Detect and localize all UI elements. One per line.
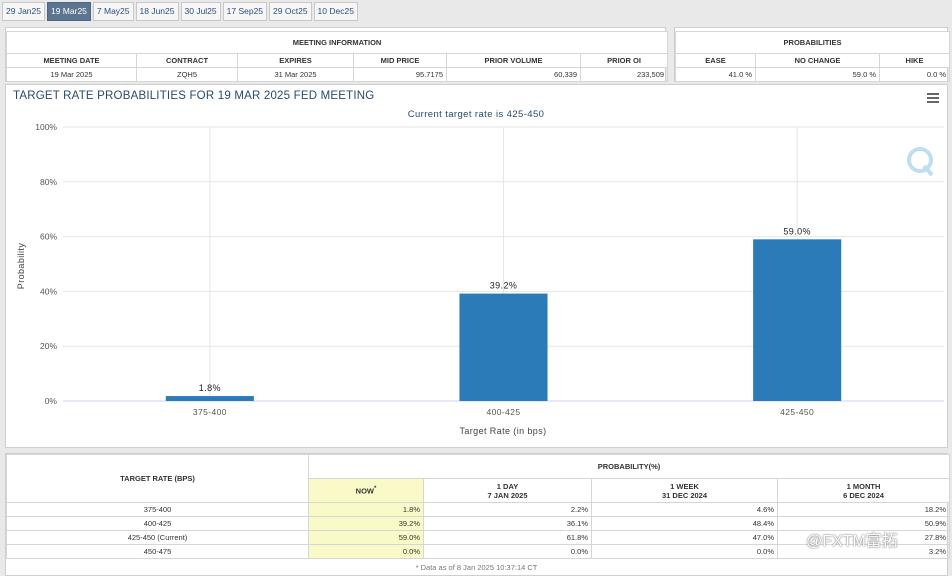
tab-19-mar25[interactable]: 19 Mar25 [46,2,91,21]
tab-29-jan25[interactable]: 29 Jan25 [2,2,45,21]
header-expires: EXPIRES [237,53,354,68]
rate-cell: 375-400 [6,502,309,517]
rate-cell: 450-475 [6,544,309,559]
header-prior-volume: PRIOR VOLUME [446,53,581,68]
week-cell: 4.6% [591,502,778,517]
y-axis-label: Probability [16,243,26,290]
tab-17-sep25[interactable]: 17 Sep25 [222,2,268,21]
week-cell: 0.0% [591,544,778,559]
x-tick-label: 375-400 [193,407,227,417]
day-cell: 0.0% [423,544,592,559]
table-row: 450-475 0.0% 0.0% 0.0% 3.2% [6,544,950,559]
y-tick-label: 80% [40,177,57,187]
data-timestamp-footnote: * Data as of 8 Jan 2025 10:37:14 CT [415,563,538,572]
no-change-value: 59.0 % [755,67,880,82]
y-tick-label: 40% [40,286,57,296]
table-row: 400-425 39.2% 36.1% 48.4% 50.9% [6,516,950,531]
now-cell: 59.0% [308,530,424,545]
y-tick-label: 0% [45,396,58,406]
header-ease: EASE [675,53,756,68]
rate-cell: 425-450 (Current) [6,530,309,545]
probability-table-panel: TARGET RATE (BPS) PROBABILITY(%) NOW* 1 … [5,453,950,576]
bar-425-450[interactable] [753,239,842,401]
x-tick-label: 400-425 [487,407,521,417]
now-cell: 39.2% [308,516,424,531]
x-axis-label: Target Rate (in bps) [459,426,546,436]
now-cell: 0.0% [308,544,424,559]
y-tick-label: 100% [35,122,57,132]
header-contract: CONTRACT [136,53,238,68]
tab-18-jun25[interactable]: 18 Jun25 [135,2,179,21]
day-cell: 61.8% [423,530,592,545]
tab-29-oct25[interactable]: 29 Oct25 [269,2,312,21]
bar-data-label: 59.0% [783,226,811,236]
week-cell: 47.0% [591,530,778,545]
table-row: 375-400 1.8% 2.2% 4.6% 18.2% [6,502,950,517]
prior-volume-value: 60,339 [446,67,581,82]
y-tick-label: 20% [40,341,57,351]
chart-panel: TARGET RATE PROBABILITIES FOR 19 MAR 202… [5,84,948,448]
expires-value: 31 Mar 2025 [237,67,354,82]
probabilities-panel: PROBABILITIES EASE NO CHANGE HIKE 41.0 %… [674,27,950,82]
bar-400-425[interactable] [459,293,548,401]
rate-cell: 400-425 [6,516,309,531]
month-cell: 18.2% [777,502,950,517]
bar-data-label: 39.2% [490,281,518,291]
tab-10-dec25[interactable]: 10 Dec25 [313,2,358,21]
bar-375-400[interactable] [165,396,254,401]
bar-chart: Current target rate is 425-450 0% 20% 40% 6… [16,109,944,436]
probability-header: PROBABILITY(%) [308,454,950,479]
week-cell: 48.4% [591,516,778,531]
probabilities-title: PROBABILITIES [675,31,950,54]
tab-30-jul25[interactable]: 30 Jul25 [180,2,221,21]
header-hike: HIKE [879,53,950,68]
prior-oi-value: 233,509 [579,67,669,82]
chart-subtitle: Current target rate is 425-450 [408,109,545,120]
header-prior-oi: PRIOR OI [579,53,669,68]
month-cell: 3.2% [777,544,950,559]
header-mid-price: MID PRICE [353,53,447,68]
y-tick-label: 60% [40,232,57,242]
hike-value: 0.0 % [879,67,950,82]
chart-title: TARGET RATE PROBABILITIES FOR 19 MAR 202… [13,90,375,102]
header-no-change: NO CHANGE [755,53,880,68]
meeting-info-title: MEETING INFORMATION [5,31,669,54]
now-cell: 1.8% [308,502,424,517]
ease-value: 41.0 % [675,67,756,82]
meeting-tabs: 29 Jan25 19 Mar25 7 May25 18 Jun25 30 Ju… [2,2,358,21]
now-header: NOW* [308,478,424,503]
contract-value: ZQH5 [136,67,238,82]
target-rate-header: TARGET RATE (BPS) [6,454,309,503]
mid-price-value: 95.7175 [353,67,447,82]
x-tick-label: 425-450 [780,407,814,417]
meeting-date-value: 19 Mar 2025 [6,67,137,82]
fxtm-watermark: @FXTM富拓 [806,533,898,550]
chart-menu-icon[interactable] [927,93,939,103]
day-cell: 36.1% [423,516,592,531]
meeting-info-panel: MEETING INFORMATION MEETING DATE CONTRAC… [5,27,669,82]
q-logo-icon [907,147,934,177]
header-meeting-date: MEETING DATE [6,53,137,68]
bar-data-label: 1.8% [199,383,221,393]
one-month-header: 1 MONTH 6 DEC 2024 [777,478,950,503]
day-cell: 2.2% [423,502,592,517]
tab-7-may25[interactable]: 7 May25 [92,2,134,21]
one-week-header: 1 WEEK 31 DEC 2024 [591,478,778,503]
one-day-header: 1 DAY 7 JAN 2025 [423,478,592,503]
